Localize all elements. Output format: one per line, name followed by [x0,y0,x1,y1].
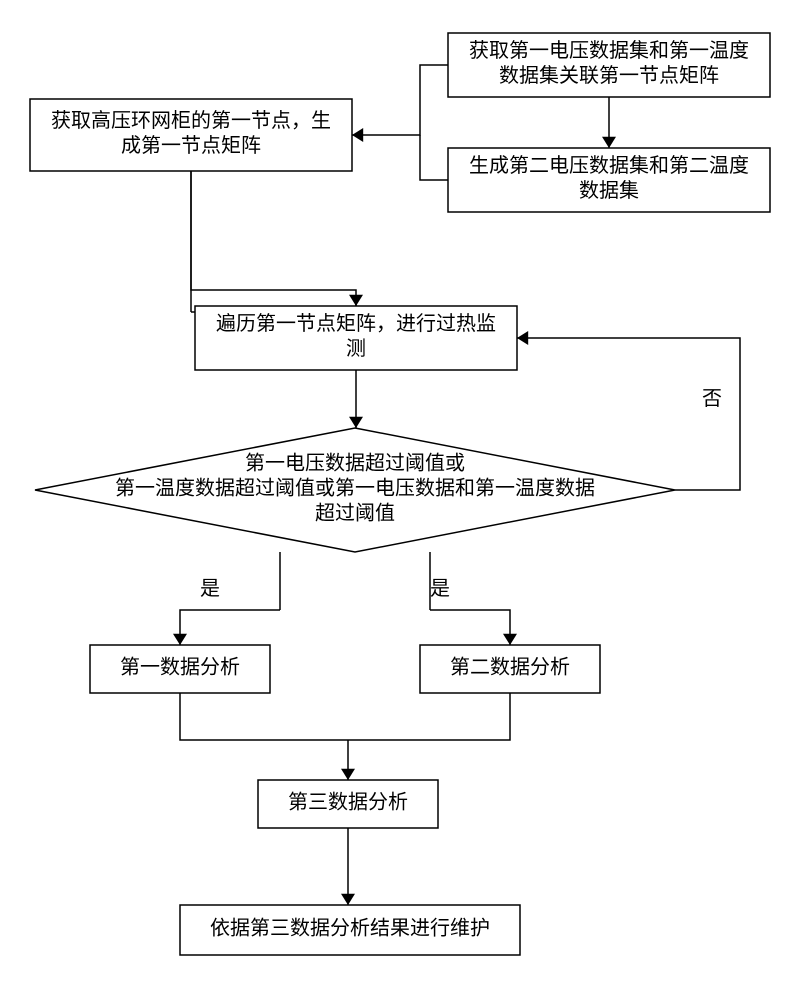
node-text: 第三数据分析 [288,791,408,814]
node-text: 成第一节点矩阵 [121,134,261,157]
node-text: 获取高压环网柜的第一节点，生 [51,109,331,132]
node-n9: 依据第三数据分析结果进行维护 [180,905,520,955]
node-text: 生成第二电压数据集和第二温度 [469,154,749,177]
node-text: 数据集 [579,179,639,202]
node-n6: 第一数据分析 [90,645,270,693]
node-text: 第二数据分析 [450,656,570,679]
node-text: 第一数据分析 [120,656,240,679]
node-n4: 遍历第一节点矩阵，进行过热监测 [195,306,517,370]
node-n1: 获取第一电压数据集和第一温度数据集关联第一节点矩阵 [448,33,770,97]
node-n7: 第二数据分析 [420,645,600,693]
node-text: 依据第三数据分析结果进行维护 [210,917,490,940]
node-text: 超过阈值 [315,502,395,525]
node-text: 遍历第一节点矩阵，进行过热监 [216,312,496,335]
node-text: 第一温度数据超过阈值或第一电压数据和第一温度数据 [115,477,595,500]
node-n8: 第三数据分析 [258,780,438,828]
node-n3: 生成第二电压数据集和第二温度数据集 [448,148,770,212]
node-n5: 第一电压数据超过阈值或第一温度数据超过阈值或第一电压数据和第一温度数据超过阈值 [35,428,675,552]
node-text: 第一电压数据超过阈值或 [245,452,465,475]
edge-label-yes1: 是 [200,578,220,600]
edge-label-no: 否 [702,388,722,410]
edge-label-yes2: 是 [430,578,450,600]
node-text: 数据集关联第一节点矩阵 [499,64,719,87]
node-n2: 获取高压环网柜的第一节点，生成第一节点矩阵 [30,99,352,171]
node-text: 测 [346,337,366,360]
node-text: 获取第一电压数据集和第一温度 [469,39,749,62]
